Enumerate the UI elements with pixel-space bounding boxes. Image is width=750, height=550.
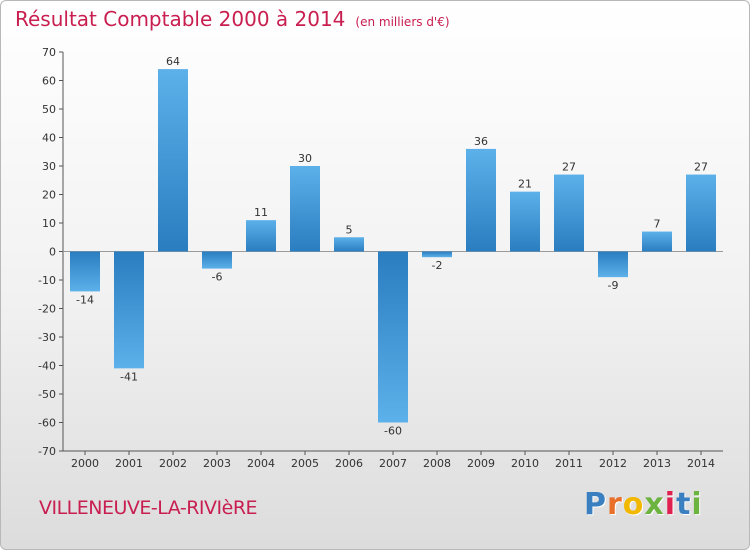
data-label: 21: [518, 178, 532, 191]
logo-letter: i: [664, 487, 677, 522]
x-tick-label: 2006: [335, 457, 363, 470]
bar: [246, 220, 276, 252]
data-label: -14: [76, 293, 94, 306]
y-tick-label: -20: [38, 303, 56, 316]
data-label: 11: [254, 206, 268, 219]
bar: [114, 251, 144, 369]
y-tick-label: -50: [38, 388, 56, 401]
x-tick-label: 2000: [71, 457, 99, 470]
data-label: 7: [654, 218, 661, 231]
bar: [554, 174, 584, 252]
logo-letter: r: [607, 487, 623, 522]
logo-letter: t: [676, 487, 692, 522]
x-tick-label: 2012: [599, 457, 627, 470]
bar: [378, 251, 408, 423]
y-tick-label: 40: [42, 132, 56, 145]
data-label: -2: [432, 259, 443, 272]
x-tick-label: 2002: [159, 457, 187, 470]
bar: [290, 166, 320, 252]
data-label: -41: [120, 370, 138, 383]
x-tick-label: 2004: [247, 457, 275, 470]
x-tick-label: 2014: [687, 457, 715, 470]
bar: [686, 174, 716, 252]
data-label: 27: [694, 161, 708, 174]
town-name: VILLENEUVE-LA-RIVIèRE: [39, 497, 258, 519]
bar: [422, 251, 452, 258]
x-tick-label: 2007: [379, 457, 407, 470]
data-label: 36: [474, 135, 488, 148]
x-tick-label: 2001: [115, 457, 143, 470]
x-tick-label: 2008: [423, 457, 451, 470]
y-tick-label: 0: [49, 246, 56, 259]
x-tick-label: 2003: [203, 457, 231, 470]
x-tick-label: 2013: [643, 457, 671, 470]
y-tick-label: -40: [38, 360, 56, 373]
data-label: 64: [166, 55, 180, 68]
y-tick-label: 20: [42, 189, 56, 202]
y-tick-label: -30: [38, 331, 56, 344]
logo-letter: x: [644, 487, 665, 522]
data-label: -6: [212, 271, 223, 284]
proxiti-logo[interactable]: Proxiti: [584, 487, 703, 522]
bar: [70, 251, 100, 292]
x-tick-label: 2005: [291, 457, 319, 470]
logo-letter: P: [584, 487, 607, 522]
y-tick-label: -10: [38, 274, 56, 287]
data-label: 30: [298, 152, 312, 165]
x-tick-label: 2011: [555, 457, 583, 470]
y-tick-label: 30: [42, 160, 56, 173]
chart-title-text: Résultat Comptable 2000 à 2014: [15, 7, 346, 31]
logo-letter: o: [622, 487, 645, 522]
x-tick-label: 2010: [511, 457, 539, 470]
bar: [466, 148, 496, 252]
data-label: 27: [562, 161, 576, 174]
y-tick-label: 50: [42, 103, 56, 116]
logo-letter: i: [691, 487, 703, 522]
bar: [334, 237, 364, 252]
y-tick-label: 10: [42, 217, 56, 230]
x-tick-label: 2009: [467, 457, 495, 470]
chart-unit: (en milliers d'€): [355, 15, 450, 29]
chart-title: Résultat Comptable 2000 à 2014 (en millie…: [15, 7, 450, 31]
y-tick-label: 70: [42, 46, 56, 59]
data-label: -60: [384, 425, 402, 438]
bar: [158, 69, 188, 252]
bar: [642, 231, 672, 252]
data-label: 5: [346, 223, 353, 236]
bar: [598, 251, 628, 278]
y-tick-label: -60: [38, 417, 56, 430]
y-tick-label: -70: [38, 445, 56, 458]
data-label: -9: [608, 279, 619, 292]
y-tick-label: 60: [42, 75, 56, 88]
bar: [510, 191, 540, 252]
bar: [202, 251, 232, 269]
